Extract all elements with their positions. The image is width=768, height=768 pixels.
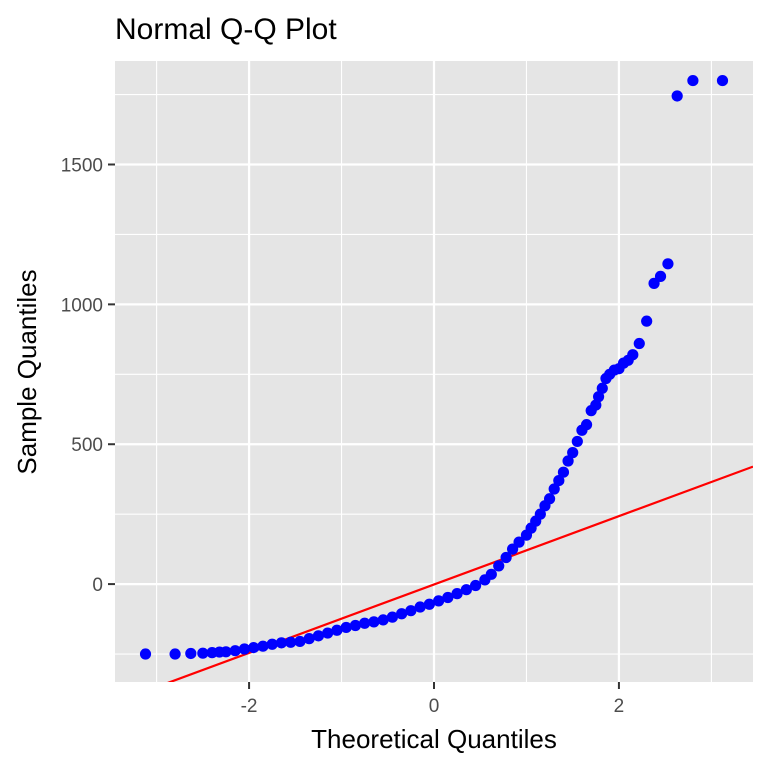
data-point — [197, 647, 209, 659]
data-point — [553, 474, 565, 487]
data-point — [169, 648, 181, 660]
data-point — [442, 591, 454, 604]
x-tick-label: 2 — [614, 696, 625, 717]
data-point — [238, 643, 251, 655]
data-point — [451, 588, 463, 600]
chart-title: Normal Q-Q Plot — [115, 13, 337, 46]
data-point — [500, 551, 512, 564]
data-point — [294, 635, 306, 648]
data-point — [641, 315, 653, 327]
x-tick-label: -2 — [241, 696, 258, 717]
data-point — [687, 74, 699, 87]
data-point — [562, 455, 574, 467]
data-point — [229, 645, 241, 657]
data-point — [266, 638, 278, 650]
data-point — [405, 605, 417, 617]
y-axis-title: Sample Quantiles — [12, 269, 42, 474]
data-point — [322, 627, 334, 639]
data-point — [567, 447, 579, 459]
data-point — [303, 633, 315, 645]
y-tick-label: 1000 — [61, 295, 103, 316]
data-point — [312, 630, 325, 642]
data-point — [460, 584, 472, 596]
data-point — [671, 90, 683, 102]
data-point — [580, 419, 593, 431]
data-point — [386, 611, 398, 623]
data-point — [557, 466, 570, 478]
data-point — [185, 647, 197, 660]
data-point — [470, 579, 482, 592]
y-tick-label: 0 — [92, 575, 103, 596]
data-point — [716, 74, 729, 87]
data-point — [485, 568, 497, 580]
data-point — [285, 636, 297, 648]
data-point — [548, 483, 560, 495]
reference-line — [167, 465, 753, 682]
data-point — [534, 508, 546, 520]
x-axis: -2 0 2 — [241, 682, 625, 717]
data-point — [592, 391, 605, 403]
x-axis-title: Theoretical Quantiles — [311, 724, 557, 754]
data-point — [423, 598, 435, 610]
data-point — [220, 646, 232, 658]
data-point — [377, 614, 389, 626]
data-point — [596, 382, 608, 394]
data-points — [139, 74, 729, 660]
y-axis: 0 500 1000 1500 — [61, 156, 115, 596]
data-point — [571, 435, 583, 448]
reference-line-layer — [167, 465, 753, 682]
data-point — [275, 637, 288, 649]
data-point — [633, 337, 645, 350]
data-point — [331, 624, 343, 636]
data-point — [433, 595, 445, 607]
data-point — [627, 349, 639, 361]
data-point — [543, 493, 556, 505]
y-tick-label: 1500 — [61, 156, 103, 177]
data-point — [139, 648, 152, 660]
data-point — [493, 560, 505, 572]
data-point — [349, 619, 362, 632]
data-point — [414, 601, 426, 613]
major-gridlines — [115, 61, 753, 682]
data-point — [257, 640, 269, 652]
data-point — [359, 617, 371, 629]
data-point — [654, 270, 667, 282]
data-point — [368, 616, 380, 628]
y-tick-label: 500 — [71, 435, 103, 456]
x-tick-label: 0 — [429, 696, 440, 717]
data-point — [513, 536, 525, 548]
data-point — [662, 258, 674, 270]
data-point — [248, 641, 260, 654]
data-point — [340, 621, 352, 634]
data-point — [396, 608, 408, 620]
